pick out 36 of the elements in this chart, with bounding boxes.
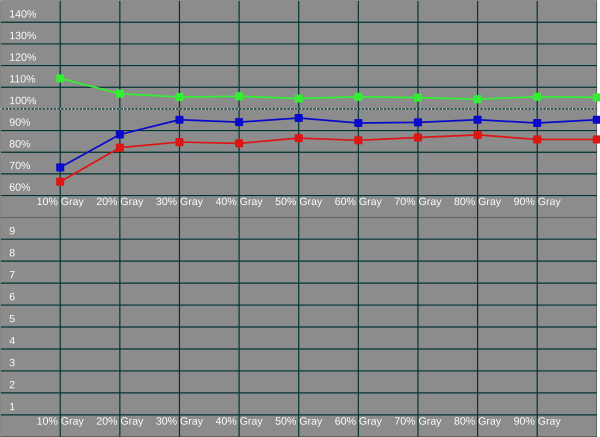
y-tick-label: 130%	[10, 32, 36, 40]
y-tick-label: 7	[10, 270, 15, 278]
x-tick-label: 20% Gray	[96, 197, 144, 208]
x-tick-label: 50% Gray	[276, 197, 322, 208]
y-tick-label: 120%	[10, 53, 36, 61]
y-tick-label: 90%	[10, 118, 30, 126]
x-tick-label: 40% Gray	[216, 417, 263, 427]
x-tick-label: 30% Gray	[156, 417, 203, 427]
y-tick-label: 110%	[10, 74, 36, 82]
x-tick-label: 20% Gray	[96, 417, 144, 427]
y-tick-label: 8	[10, 248, 15, 256]
y-tick-label: 5	[10, 314, 15, 322]
x-tick-label: 10% Gray	[37, 417, 84, 427]
y-tick-label: 1	[10, 402, 15, 410]
x-tick-label: 90% Gray	[514, 417, 561, 427]
y-tick-label: 60%	[10, 183, 30, 191]
y-tick-label: 70%	[10, 162, 30, 170]
y-tick-label: 3	[10, 358, 15, 366]
y-tick-label: 2	[10, 380, 15, 388]
x-tick-label: 70% Gray	[394, 417, 442, 427]
x-tick-label: 10% Gray	[37, 197, 84, 208]
x-tick-label: 80% Gray	[454, 417, 502, 427]
y-tick-label: 4	[10, 336, 15, 344]
x-tick-label: 80% Gray	[454, 197, 502, 208]
y-tick-label: 6	[10, 292, 15, 300]
y-tick-label: 140%	[10, 10, 36, 18]
y-tick-label: 9	[10, 226, 15, 234]
y-tick-label: 80%	[10, 140, 30, 148]
x-tick-label: 50% Gray	[276, 417, 322, 427]
x-tick-label: 60% Gray	[335, 197, 382, 208]
x-tick-label: 60% Gray	[335, 417, 382, 427]
y-tick-label: 100%	[10, 96, 36, 104]
x-tick-label: 90% Gray	[514, 197, 561, 208]
x-tick-label: 30% Gray	[156, 197, 203, 208]
x-tick-label: 40% Gray	[216, 197, 263, 208]
x-tick-label: 70% Gray	[394, 197, 442, 208]
